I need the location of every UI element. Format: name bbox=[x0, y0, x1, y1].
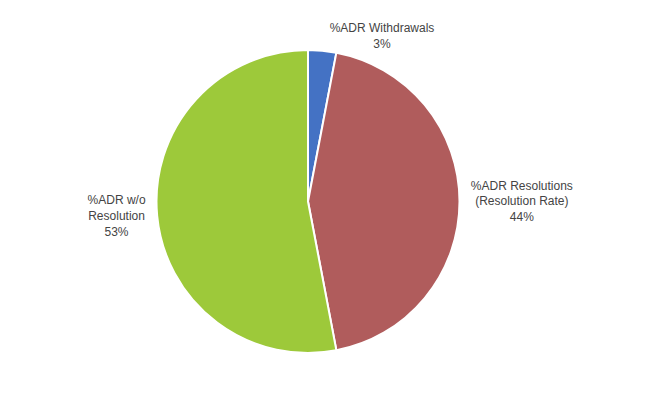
svg-text:%ADR w/oResolution53%: %ADR w/oResolution53% bbox=[88, 193, 146, 238]
svg-text:%ADR Resolutions(Resolution Ra: %ADR Resolutions(Resolution Rate)44% bbox=[471, 179, 573, 224]
svg-text:%ADR Withdrawals3%: %ADR Withdrawals3% bbox=[330, 21, 435, 51]
